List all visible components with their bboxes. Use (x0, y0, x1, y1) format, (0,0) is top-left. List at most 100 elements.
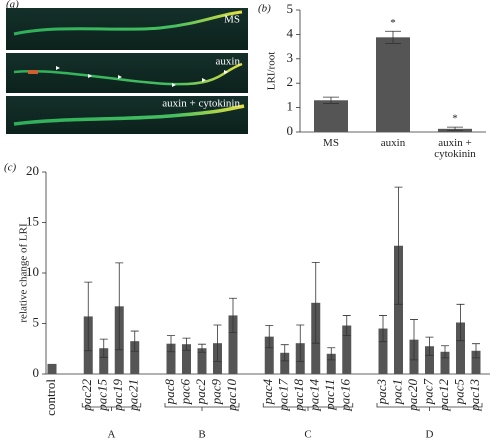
error-bar (213, 324, 222, 362)
bar (182, 344, 191, 374)
error-bar (84, 281, 93, 352)
group-label: A (108, 429, 116, 441)
y-tick-label: 15 (26, 213, 39, 228)
x-tick-label: control (43, 379, 58, 416)
panel-label: (a) (6, 0, 19, 11)
significance-mark: * (390, 17, 396, 29)
error-bar (130, 330, 139, 352)
error-bar (99, 338, 108, 358)
x-tick-label: pac14 (307, 379, 322, 412)
root (13, 10, 243, 36)
x-tick-label: auxin + cytokinin (434, 137, 476, 160)
x-tick-label: pac21 (126, 379, 141, 412)
x-tick-label: auxin (380, 137, 406, 149)
x-tick-label: pac15 (95, 379, 110, 412)
y-tick-label: 2 (287, 74, 294, 89)
group-bracket (376, 403, 483, 411)
bar (394, 245, 403, 374)
bar (280, 352, 290, 374)
x-tick-label: pac2 (193, 379, 208, 406)
bar (197, 348, 207, 374)
bar (264, 336, 274, 374)
x-tick-label: pac22 (79, 379, 94, 412)
error-bar (280, 344, 289, 362)
photo-label: MS (224, 14, 240, 26)
y-tick-label: 10 (26, 264, 39, 279)
bar (376, 37, 410, 132)
error-bar (323, 96, 339, 104)
y-axis-label: LRI/root (266, 52, 278, 91)
arrowheads (56, 66, 228, 87)
photo (6, 96, 248, 134)
x-tick-label: pac20 (405, 379, 420, 412)
error-bar (198, 343, 206, 353)
error-bar (342, 315, 351, 337)
group-label: B (198, 429, 205, 441)
error-bar (385, 30, 401, 44)
bar (326, 353, 336, 374)
x-tick-label: MS (323, 137, 339, 149)
x-tick-label: pac11 (322, 379, 337, 411)
photo-label: auxin (216, 56, 241, 68)
x-tick-label: pac4 (260, 379, 275, 406)
photo (6, 53, 248, 93)
x-tick-label: pac16 (338, 379, 353, 412)
y-tick-label: 5 (33, 314, 40, 329)
group-bracket (81, 403, 142, 411)
error-bar (379, 315, 387, 343)
y-tick-label: 5 (287, 1, 294, 16)
bar (228, 315, 238, 374)
error-bar (167, 335, 175, 353)
photo-panel: MS auxin auxin + cytokinin (6, 8, 248, 134)
bar (342, 325, 352, 374)
x-tick-label: pac18 (291, 379, 306, 412)
bar (166, 343, 176, 374)
error-bar (229, 297, 237, 333)
x-tick-label: pac8 (162, 379, 177, 406)
x-tick-label: pac5 (451, 379, 466, 406)
group-bracket (262, 403, 354, 411)
x-tick-label: pac9 (208, 379, 223, 406)
group-bracket (164, 403, 240, 411)
x-tick-label: pac12 (436, 379, 451, 412)
error-bar (327, 347, 336, 361)
significance-mark: * (452, 113, 458, 125)
bar (471, 350, 481, 374)
x-tick-label: pac13 (467, 379, 482, 412)
bar (425, 346, 434, 374)
x-tick-label: pac1 (389, 379, 404, 405)
panel-label: (c) (4, 162, 17, 174)
y-tick-label: 0 (33, 365, 40, 380)
error-bar (456, 303, 465, 342)
y-axis-label: relative change of LRI (18, 223, 30, 323)
error-bar (410, 319, 418, 361)
error-bar (311, 261, 320, 344)
x-tick-label: pac6 (177, 379, 192, 406)
error-bar (115, 262, 124, 351)
x-tick-label: pac10 (224, 379, 239, 412)
bar (378, 328, 388, 374)
root (13, 62, 243, 86)
error-bar (394, 186, 403, 305)
bar (314, 100, 348, 132)
bar (440, 351, 450, 374)
bar (456, 322, 465, 374)
root (13, 104, 245, 126)
panel-label: (b) (258, 3, 271, 15)
bar (130, 341, 140, 374)
x-tick-label: pac19 (110, 379, 125, 412)
x-tick-label: pac17 (276, 379, 291, 412)
y-tick-label: 20 (26, 163, 39, 178)
error-bar (265, 325, 274, 349)
bar (47, 363, 57, 374)
error-bar (441, 345, 449, 359)
y-tick-label: 1 (287, 99, 294, 114)
bar (99, 348, 109, 374)
photo-label: auxin + cytokinin (162, 98, 240, 110)
error-bar (472, 343, 480, 359)
error-bar (425, 336, 434, 356)
root-spot (28, 70, 38, 74)
y-tick-label: 0 (287, 123, 294, 138)
